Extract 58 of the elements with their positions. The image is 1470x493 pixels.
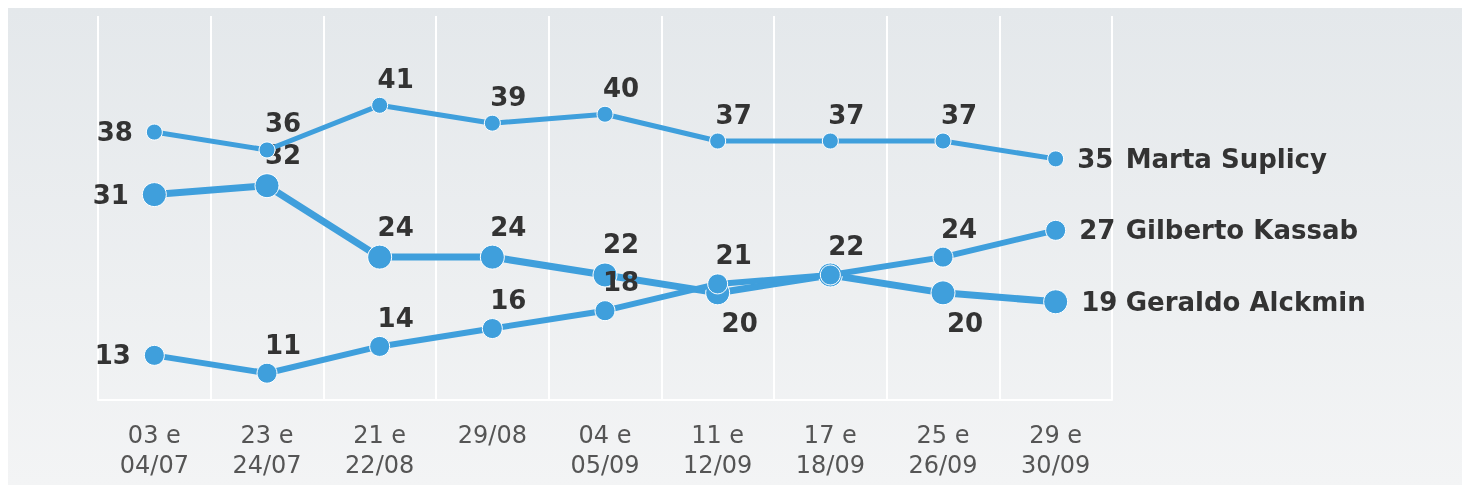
data-label: 27 [1079,215,1116,246]
point [369,335,391,357]
data-label: 37 [828,99,865,130]
point [371,96,389,114]
x-tick-label: 29 e 30/09 [1021,421,1091,479]
data-label: 37 [940,99,978,130]
x-tick-label: 04 e 05/09 [570,421,640,479]
text: Gilberto Kassab [1125,215,1359,246]
point [594,300,616,322]
point [145,123,163,141]
text: Geraldo Alckmin [1125,286,1366,317]
x-tick-label: 03 e 04/07 [119,421,189,479]
data-label: 24 [940,213,978,244]
x-tick-label: 21 e 22/08 [345,421,415,479]
data-label: 39 [490,81,527,112]
point [254,173,280,199]
point [143,344,165,366]
data-label: 41 [377,63,414,94]
data-label: 36 [264,108,302,139]
point [930,280,956,306]
point [932,246,954,268]
data-label: 21 [715,240,752,271]
x-tick-label: 23 e 24/07 [232,421,302,479]
point [367,244,393,270]
point [481,318,503,340]
x-tick-label: 17 e 18/09 [795,421,865,479]
point [483,114,501,132]
data-label: 22 [828,231,865,262]
data-label: 16 [490,285,527,316]
data-label: 40 [602,72,640,103]
x-tick-label: 25 e 26/09 [908,421,978,479]
point [256,362,278,384]
point [479,244,505,270]
data-label: 37 [715,99,752,130]
text: Marta Suplicy [1125,143,1328,174]
point [1043,289,1069,315]
point [707,273,729,295]
data-label: 11 [264,329,302,360]
point [1047,150,1065,168]
data-label: 22 [602,229,640,260]
data-label: 24 [377,211,414,242]
data-label: 19 [1081,286,1118,317]
data-label: 35 [1077,143,1114,174]
data-label: 38 [96,117,133,148]
data-label: 20 [946,308,984,339]
x-tick-label: 29/08 [457,421,527,449]
data-label: 13 [94,340,131,371]
data-label: 20 [721,308,758,339]
data-label: 31 [92,179,129,210]
point [596,105,614,123]
point [1045,219,1067,241]
x-tick-label: 11 e 12/09 [683,421,753,479]
data-label: 24 [490,211,527,242]
point [934,132,952,150]
point [141,182,167,208]
point [709,132,727,150]
data-label: 14 [377,302,414,333]
point [821,132,839,150]
